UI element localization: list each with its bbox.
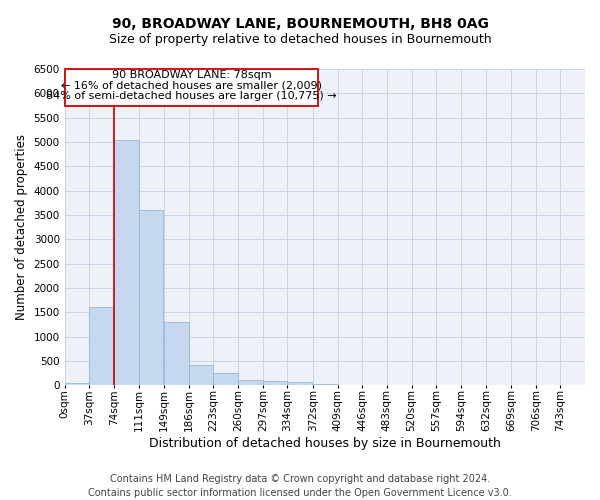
Bar (114, 140, 139, 385)
Bar (164, 322, 189, 385)
Y-axis label: Number of detached properties: Number of detached properties (15, 134, 28, 320)
Text: 90 BROADWAY LANE: 78sqm: 90 BROADWAY LANE: 78sqm (112, 70, 272, 80)
Bar (189, 364, 214, 385)
Text: 90, BROADWAY LANE, BOURNEMOUTH, BH8 0AG: 90, BROADWAY LANE, BOURNEMOUTH, BH8 0AG (112, 18, 488, 32)
Bar (263, 381, 287, 385)
Bar (287, 382, 312, 385)
Bar (238, 380, 263, 385)
FancyBboxPatch shape (65, 70, 318, 106)
Bar (139, 210, 163, 385)
Text: Contains HM Land Registry data © Crown copyright and database right 2024.
Contai: Contains HM Land Registry data © Crown c… (88, 474, 512, 498)
X-axis label: Distribution of detached houses by size in Bournemouth: Distribution of detached houses by size … (149, 437, 501, 450)
Bar (313, 384, 338, 385)
Text: 84% of semi-detached houses are larger (10,775) →: 84% of semi-detached houses are larger (… (46, 91, 337, 101)
Bar (89, 308, 114, 385)
Text: Size of property relative to detached houses in Bournemouth: Size of property relative to detached ho… (109, 32, 491, 46)
Text: ← 16% of detached houses are smaller (2,009): ← 16% of detached houses are smaller (2,… (61, 81, 322, 91)
Bar (65, 382, 89, 385)
Bar (214, 372, 238, 385)
